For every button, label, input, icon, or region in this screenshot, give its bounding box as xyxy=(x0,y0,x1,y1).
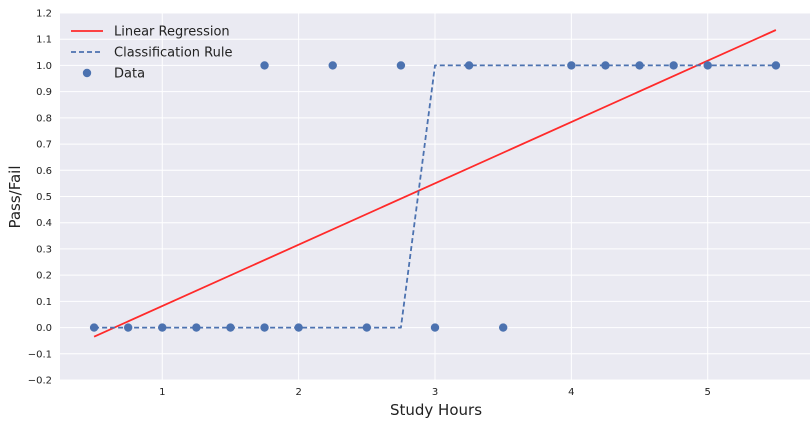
y-tick-label: 0.0 xyxy=(36,323,52,334)
y-tick-label: 0.8 xyxy=(36,113,52,124)
y-tick-labels: −0.2 −0.1 0.0 0.1 0.2 0.3 0.4 0.5 0.6 0.7 0.8 0.9 1.… xyxy=(28,9,52,387)
y-tick-label: 0.4 xyxy=(36,218,52,229)
data-point xyxy=(771,61,781,70)
y-tick-label: 1.1 xyxy=(36,35,52,46)
data-point xyxy=(89,323,99,332)
series-layer xyxy=(89,29,781,338)
data-point xyxy=(158,323,167,332)
x-tick-label: 2 xyxy=(295,387,301,398)
data-point xyxy=(635,61,644,70)
data-point xyxy=(498,323,508,332)
series-line-classification-rule xyxy=(94,64,776,329)
data-point xyxy=(328,61,337,70)
data-point xyxy=(123,323,133,332)
legend-label-data: Data xyxy=(114,67,145,82)
legend: Linear Regression Classification Rule Da… xyxy=(71,25,232,82)
x-tick-label: 4 xyxy=(568,387,574,398)
data-point xyxy=(464,61,474,70)
x-tick-label: 3 xyxy=(432,387,438,398)
data-point xyxy=(260,323,269,332)
y-axis-label: Pass/Fail xyxy=(6,165,24,228)
data-point xyxy=(260,61,269,70)
data-point xyxy=(703,61,712,70)
y-tick-label: 0.5 xyxy=(36,192,52,203)
y-tick-label: −0.2 xyxy=(28,376,52,387)
y-tick-label: 0.6 xyxy=(36,166,52,177)
y-tick-label: 0.7 xyxy=(36,140,52,151)
x-tick-label: 5 xyxy=(705,387,711,398)
x-tick-label: 1 xyxy=(159,387,165,398)
data-point xyxy=(430,323,440,332)
legend-label-linear-regression: Linear Regression xyxy=(114,25,230,40)
data-point xyxy=(294,323,303,332)
data-point xyxy=(192,323,201,332)
y-tick-label: −0.1 xyxy=(28,349,52,360)
y-tick-label: 0.1 xyxy=(36,297,52,308)
y-tick-label: 0.3 xyxy=(36,244,52,255)
x-tick-labels: 1 2 3 4 5 xyxy=(159,387,711,398)
series-line-linear-regression xyxy=(93,29,777,338)
data-point xyxy=(567,61,576,70)
y-tick-label: 0.9 xyxy=(36,87,52,98)
y-tick-label: 0.2 xyxy=(36,271,52,282)
data-point xyxy=(226,323,235,332)
data-point xyxy=(601,61,610,70)
y-tick-label: 1.0 xyxy=(36,61,52,72)
y-tick-label: 1.2 xyxy=(36,9,52,20)
x-axis-label: Study Hours xyxy=(390,401,482,419)
data-point xyxy=(396,61,406,70)
data-point xyxy=(669,61,678,70)
legend-label-classification-rule: Classification Rule xyxy=(114,46,232,61)
legend-marker-data xyxy=(82,68,92,78)
data-point xyxy=(362,323,372,332)
